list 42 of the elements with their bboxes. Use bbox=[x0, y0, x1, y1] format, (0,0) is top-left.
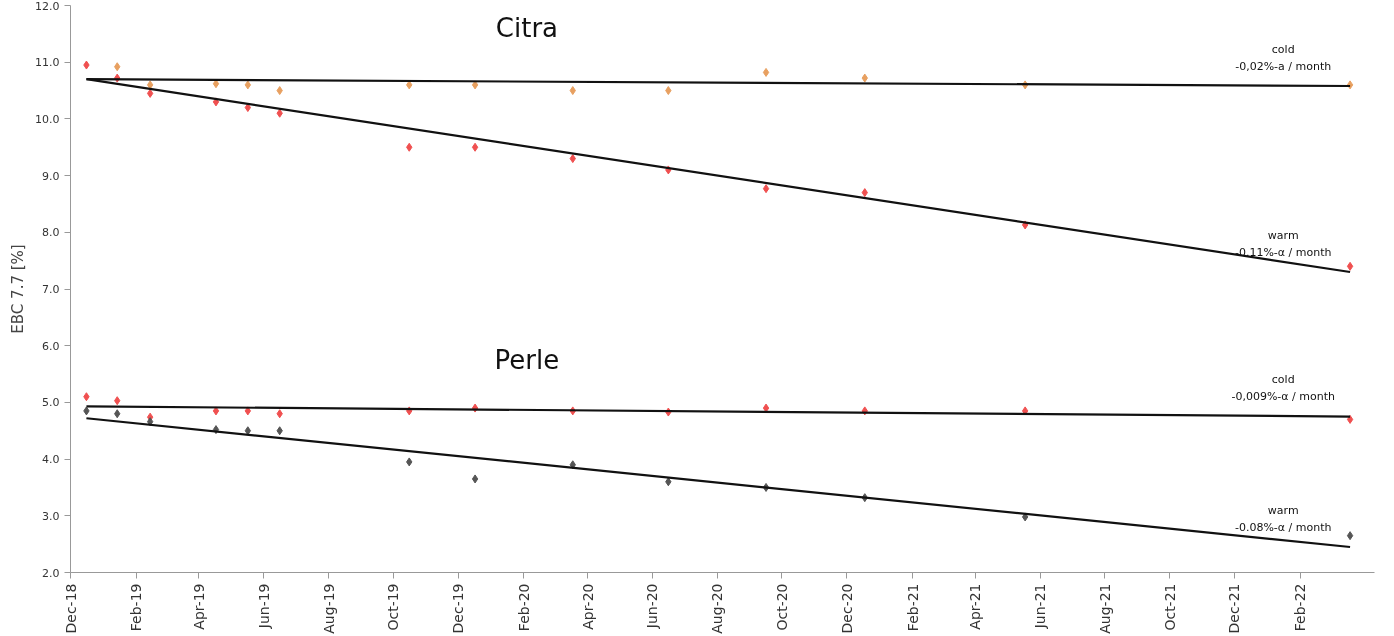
y-tick-label: 6.0 bbox=[42, 339, 60, 353]
x-tick-label: Feb-20 bbox=[515, 583, 532, 632]
annotation: -0,009%-α / month bbox=[1231, 390, 1336, 404]
x-tick-label: Jun-19 bbox=[255, 583, 272, 630]
x-tick-label: Jun-20 bbox=[644, 583, 661, 630]
annotation: Citra bbox=[495, 13, 559, 44]
x-tick-label: Feb-22 bbox=[1292, 583, 1309, 632]
annotation: warm bbox=[1267, 228, 1299, 242]
y-tick-label: 11.0 bbox=[35, 56, 60, 70]
annotation: -0.11%-α / month bbox=[1234, 245, 1332, 259]
annotation: cold bbox=[1271, 42, 1295, 56]
annotation: warm bbox=[1267, 503, 1299, 517]
x-tick-label: Aug-21 bbox=[1096, 583, 1113, 634]
y-tick-label: 4.0 bbox=[42, 453, 60, 467]
annotation: cold bbox=[1271, 373, 1295, 387]
x-tick-label: Oct-20 bbox=[773, 583, 790, 631]
y-tick-label: 7.0 bbox=[42, 283, 60, 296]
x-tick-label: Oct-21 bbox=[1161, 583, 1178, 631]
y-tick-label: 5.0 bbox=[42, 396, 60, 410]
y-tick-label: 8.0 bbox=[42, 226, 60, 240]
y-tick-label: 9.0 bbox=[42, 169, 60, 183]
x-tick-label: Oct-19 bbox=[385, 583, 402, 631]
annotation: -0,02%-a / month bbox=[1235, 59, 1332, 73]
x-tick-label: Aug-19 bbox=[320, 583, 337, 634]
x-tick-label: Apr-20 bbox=[579, 583, 596, 630]
x-tick-label: Dec-21 bbox=[1226, 583, 1243, 634]
y-tick-label: 3.0 bbox=[42, 509, 60, 523]
x-tick-label: Dec-19 bbox=[450, 583, 467, 634]
y-tick-label: 10.0 bbox=[35, 112, 60, 126]
y-tick-label: 12.0 bbox=[35, 0, 60, 13]
x-tick-label: Dec-18 bbox=[62, 583, 79, 634]
annotation: Perle bbox=[494, 344, 560, 375]
y-tick-label: 2.0 bbox=[42, 566, 60, 580]
x-tick-label: Feb-21 bbox=[904, 583, 921, 632]
x-tick-label: Jun-21 bbox=[1032, 583, 1048, 630]
x-tick-label: Apr-21 bbox=[967, 583, 984, 630]
x-tick-label: Apr-19 bbox=[190, 583, 207, 630]
annotation: -0.08%-α / month bbox=[1234, 520, 1332, 534]
x-tick-label: Dec-20 bbox=[838, 583, 855, 634]
x-tick-label: Aug-20 bbox=[709, 583, 726, 634]
x-tick-label: Feb-19 bbox=[128, 583, 145, 632]
y-axis-title: EBC 7.7 [%] bbox=[9, 244, 28, 334]
